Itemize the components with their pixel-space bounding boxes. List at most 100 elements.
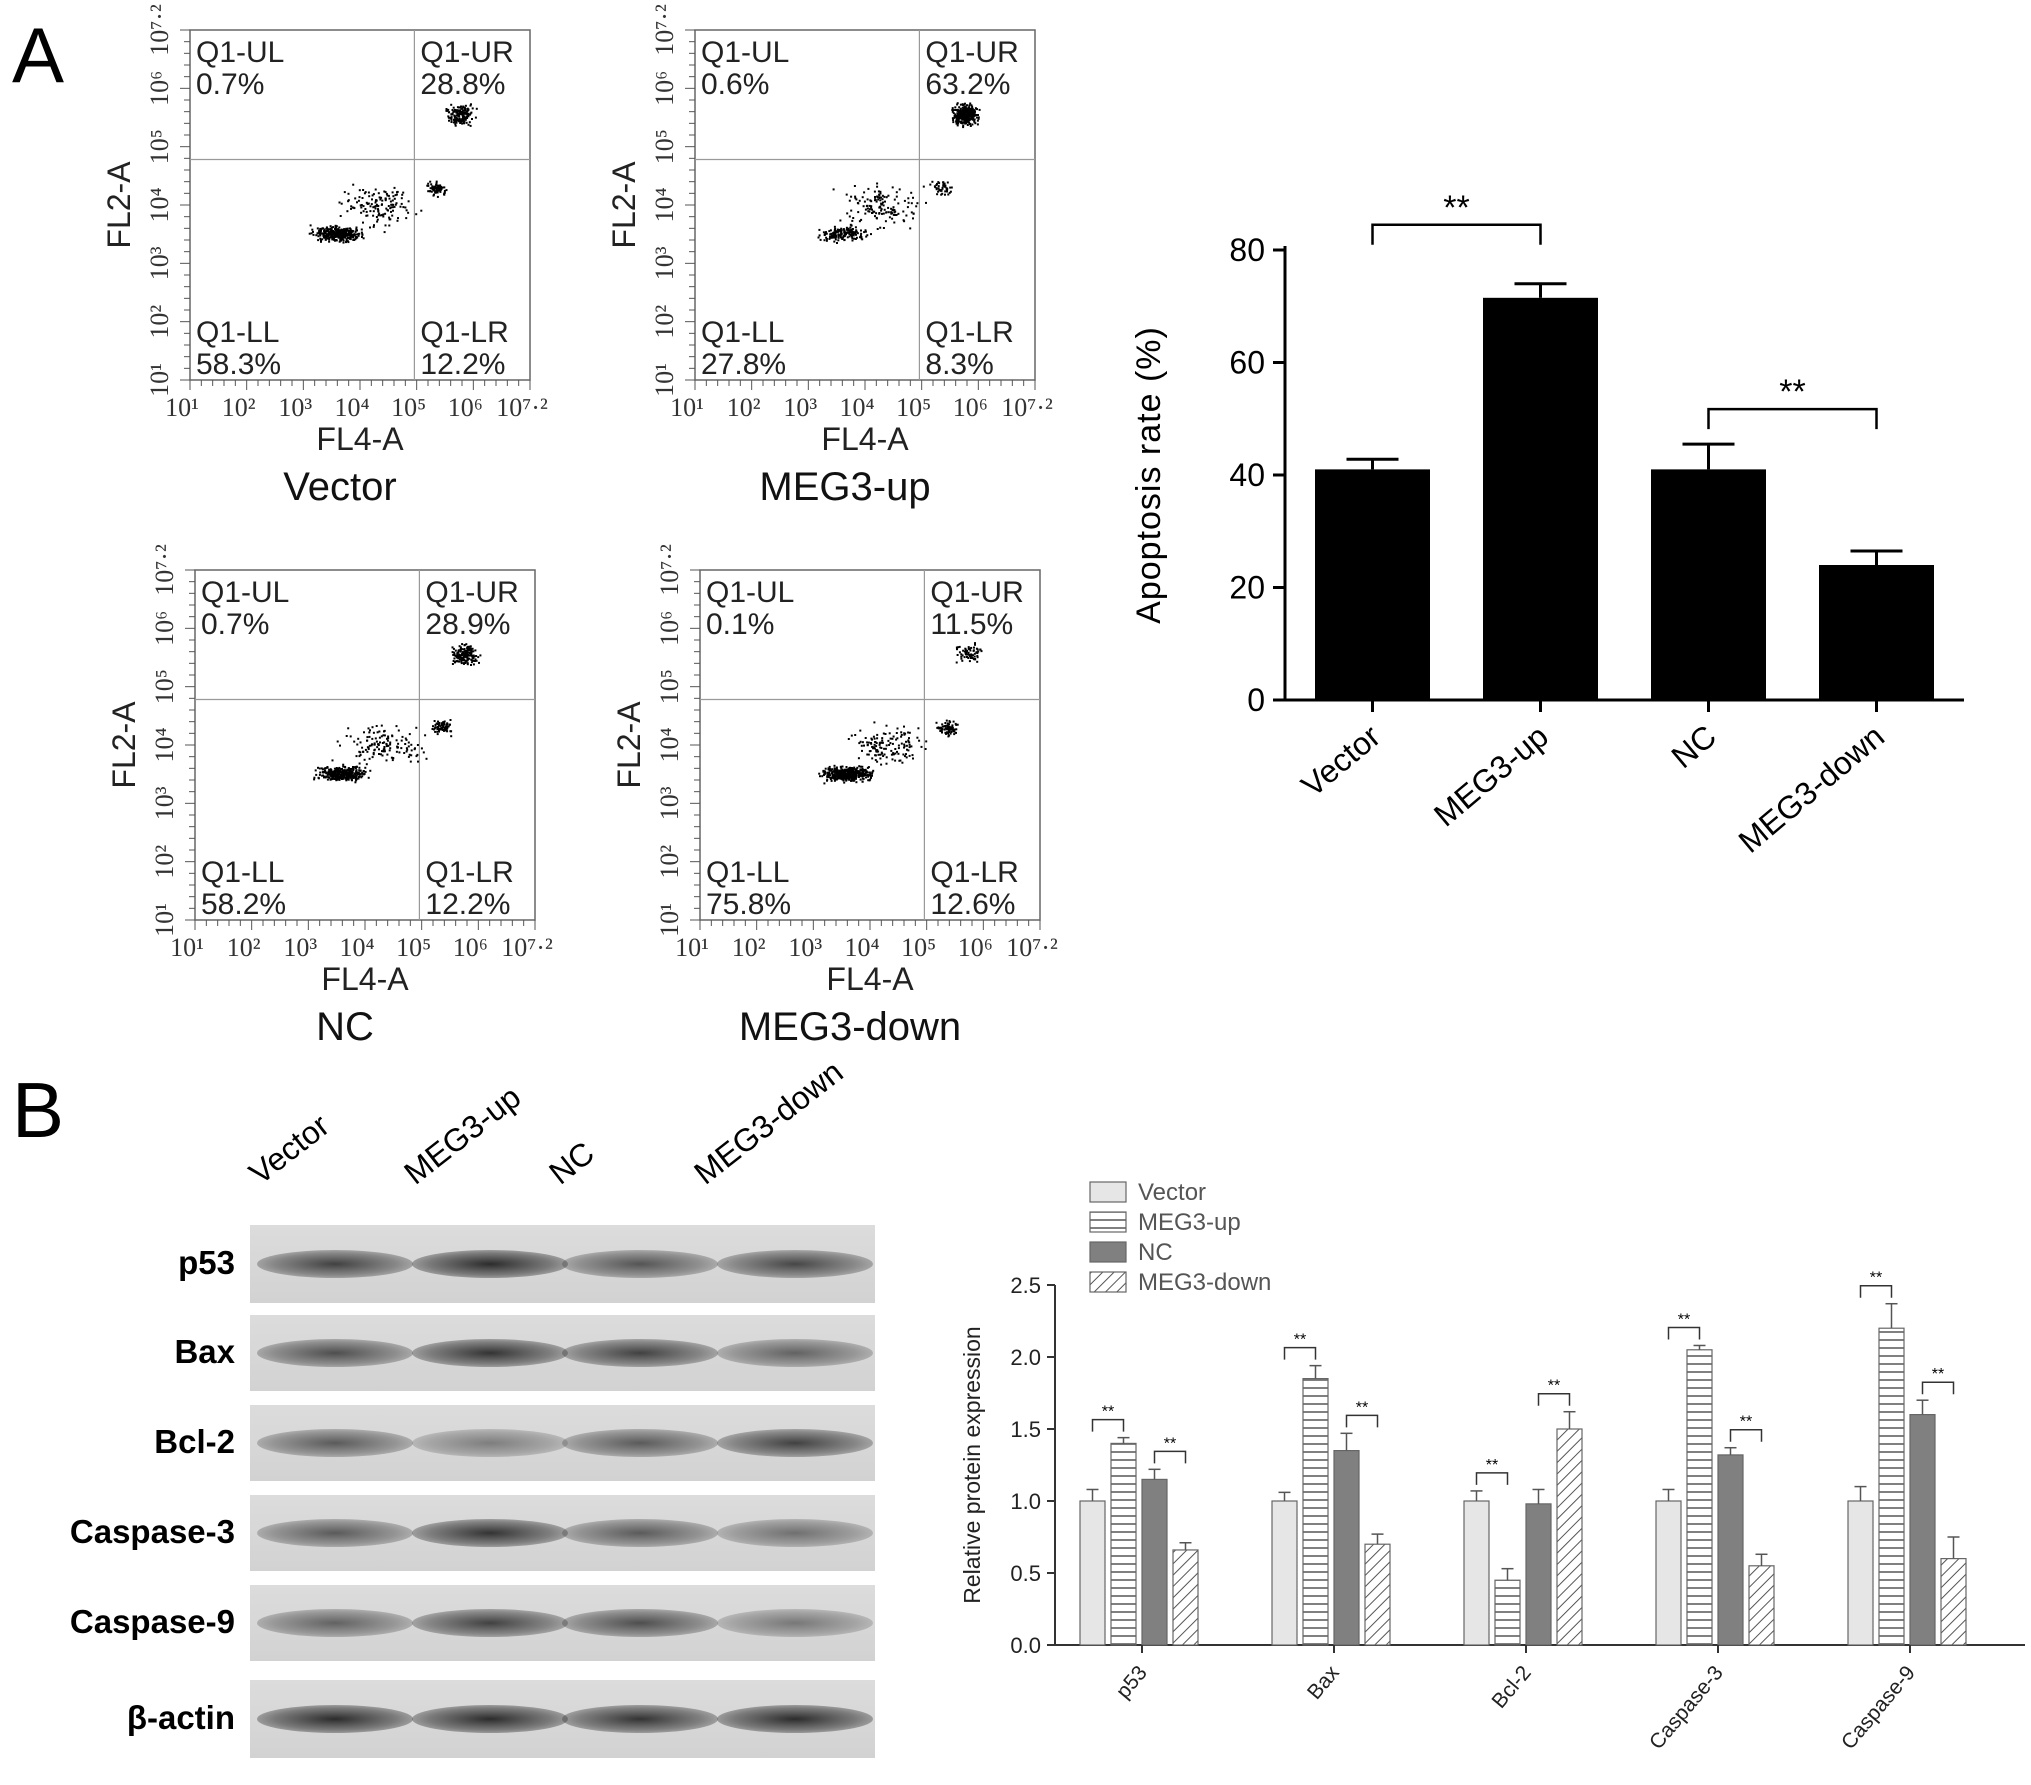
significance-bracket: [1859, 1284, 1893, 1298]
significance-label: **: [1548, 1378, 1560, 1395]
x-tick-label: 10³: [278, 393, 312, 422]
plot-title: MEG3-up: [759, 465, 930, 509]
x-tick-label: Vector: [1294, 718, 1387, 804]
quadrant-name-ll: Q1-LL: [201, 856, 284, 889]
blot-band: [412, 1250, 568, 1278]
x-axis-label: FL4-A: [321, 961, 409, 997]
quadrant-value-lr: 12.2%: [420, 348, 505, 381]
blot-strip: [250, 1315, 875, 1391]
x-tick-label: 10⁵: [896, 393, 931, 422]
axis-ticks: [180, 29, 531, 390]
significance-bracket: [1153, 1450, 1187, 1464]
blot-band: [562, 1609, 718, 1637]
protein-label: β-actin: [126, 1699, 235, 1736]
bar-meg3-down-bcl-2: [1556, 1428, 1583, 1646]
quadrant-value-ur: 28.9%: [425, 608, 510, 641]
bar-meg3-up: [1483, 297, 1598, 700]
lane-label-vector: Vector: [242, 1106, 336, 1192]
x-tick-label: 10⁶: [958, 933, 993, 962]
x-tick-label: 10⁴: [339, 933, 374, 962]
x-tick-label: 10⁶: [448, 393, 483, 422]
bar-vector: [1315, 469, 1430, 700]
blot-band: [717, 1429, 873, 1457]
y-tick-label: 20: [1229, 570, 1265, 606]
quadrant-value-ur: 11.5%: [930, 608, 1013, 641]
quadrant-value-ur: 63.2%: [925, 68, 1010, 101]
axis-ticks: [690, 569, 1041, 930]
y-tick-label: 10³: [650, 246, 679, 280]
significance-label: **: [1779, 373, 1805, 411]
significance-bracket: [1707, 407, 1878, 430]
legend: Vector MEG3-up NC MEG3-down: [1089, 1179, 1271, 1296]
x-tick-label: Caspase-3: [1645, 1661, 1728, 1754]
y-tick-label: 10⁷·²: [655, 544, 684, 596]
quadrant-name-lr: Q1-LR: [925, 316, 1013, 349]
y-axis-label: FL2-A: [101, 161, 137, 249]
quadrant-value-ur: 28.8%: [420, 68, 505, 101]
quadrant-value-lr: 12.2%: [425, 888, 510, 921]
significance-bracket: [1729, 1428, 1763, 1442]
y-tick-label: 1.5: [1010, 1417, 1041, 1442]
significance-bracket: [1537, 1392, 1571, 1406]
protein-label: Bax: [174, 1333, 235, 1370]
bar-meg3-down-p53: [1172, 1549, 1199, 1646]
blot-band: [257, 1339, 413, 1367]
y-tick-label: 10⁵: [150, 669, 179, 704]
relative-protein-expression-chart: 0.0 0.5 1.0 1.5 2.0 2.5 Relative protein expre…: [959, 1179, 2025, 1754]
bar-meg3-up-p53: [1110, 1442, 1137, 1646]
blot-band: [717, 1250, 873, 1278]
significance-bracket: [1475, 1472, 1509, 1485]
x-tick-label: p53: [1112, 1661, 1152, 1703]
y-tick-label: 10⁴: [650, 187, 679, 222]
bar-nc-caspase-9: [1909, 1414, 1936, 1646]
protein-label: Caspase-3: [69, 1513, 235, 1550]
x-tick-label: 10²: [227, 933, 261, 962]
x-tick-label: MEG3-up: [1427, 718, 1555, 834]
bar-meg3-up-bcl-2: [1494, 1579, 1521, 1646]
significance-label: **: [1356, 1399, 1368, 1416]
significance-label: **: [1740, 1414, 1752, 1431]
y-axis-label: FL2-A: [606, 161, 642, 249]
significance-label: **: [1870, 1270, 1882, 1287]
y-tick-label: 60: [1229, 345, 1265, 381]
y-tick-label: 10¹: [145, 363, 174, 397]
bar-vector-bcl-2: [1463, 1500, 1490, 1646]
panel-label-a: A: [12, 11, 65, 99]
scatter-events: [308, 103, 478, 244]
y-tick-label: 10²: [650, 305, 679, 339]
quadrant-value-ll: 58.3%: [196, 348, 281, 381]
x-tick-label: 10¹: [675, 933, 709, 962]
x-tick-label: Bcl-2: [1487, 1661, 1535, 1712]
apoptosis-rate-chart: 0 20 40 60 80 Apoptosis rate (%) Vector MEG3-up…: [1130, 189, 1964, 860]
blot-strip: [250, 1680, 875, 1758]
significance-label: **: [1102, 1404, 1114, 1421]
y-tick-label: 10⁷·²: [150, 544, 179, 596]
x-tick-label: 10²: [222, 393, 256, 422]
western-blot-panel: Vector MEG3-up NC MEG3-down p53 Bax Bcl-2 Casp…: [0, 1053, 900, 1780]
bar-vector-caspase-9: [1847, 1500, 1874, 1646]
y-tick-label: 10⁷·²: [145, 4, 174, 56]
y-tick-label: 10⁷·²: [650, 4, 679, 56]
blot-band: [562, 1705, 718, 1733]
blot-band: [717, 1519, 873, 1547]
x-tick-label: 10⁴: [839, 393, 874, 422]
quadrant-value-ul: 0.1%: [706, 608, 774, 641]
quadrant-value-ll: 75.8%: [706, 888, 791, 921]
x-tick-label: 10²: [727, 393, 761, 422]
y-tick-label: 10⁵: [650, 129, 679, 164]
bar-meg3-down-bax: [1364, 1543, 1391, 1646]
scatter-events: [817, 102, 981, 244]
y-tick-label: 10²: [655, 845, 684, 879]
y-tick-label: 10⁴: [655, 727, 684, 762]
protein-label: p53: [178, 1244, 235, 1281]
quadrant-value-ul: 0.7%: [196, 68, 264, 101]
flow-cytometry-panel: Q1-UL0.7%Q1-UR28.8%Q1-LL58.3%Q1-LR12.2%1…: [101, 4, 1058, 1049]
y-axis-label: FL2-A: [106, 701, 142, 789]
x-tick-label: 10⁵: [396, 933, 431, 962]
blot-band: [257, 1429, 413, 1457]
y-tick-label: 10⁶: [150, 611, 179, 646]
bar-meg3-up-caspase-3: [1686, 1349, 1713, 1646]
quadrant-value-ll: 58.2%: [201, 888, 286, 921]
